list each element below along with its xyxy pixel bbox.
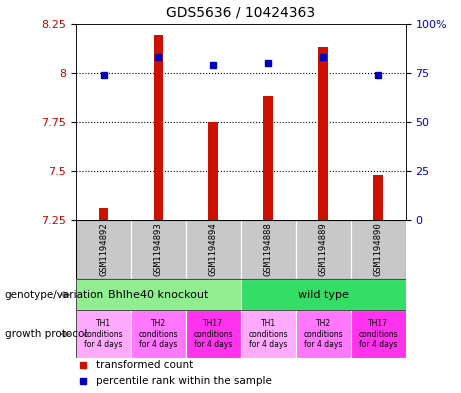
Bar bbox=[319, 47, 328, 220]
Text: GSM1194893: GSM1194893 bbox=[154, 223, 163, 276]
Text: transformed count: transformed count bbox=[96, 360, 193, 371]
Text: GSM1194892: GSM1194892 bbox=[99, 223, 108, 276]
Bar bbox=[76, 220, 131, 279]
Text: TH17
conditions
for 4 days: TH17 conditions for 4 days bbox=[194, 319, 233, 349]
Bar bbox=[131, 220, 186, 279]
Bar bbox=[241, 220, 296, 279]
Text: Bhlhe40 knockout: Bhlhe40 knockout bbox=[108, 290, 209, 300]
Text: percentile rank within the sample: percentile rank within the sample bbox=[96, 376, 272, 386]
Bar bbox=[241, 279, 406, 310]
Bar bbox=[351, 220, 406, 279]
Bar bbox=[186, 310, 241, 358]
Text: GSM1194888: GSM1194888 bbox=[264, 223, 273, 276]
Bar bbox=[76, 310, 131, 358]
Bar bbox=[154, 35, 163, 220]
Bar bbox=[296, 310, 351, 358]
Bar bbox=[99, 208, 108, 220]
Text: TH1
conditions
for 4 days: TH1 conditions for 4 days bbox=[84, 319, 124, 349]
Text: genotype/variation: genotype/variation bbox=[5, 290, 104, 300]
Text: TH17
conditions
for 4 days: TH17 conditions for 4 days bbox=[358, 319, 398, 349]
Bar bbox=[351, 310, 406, 358]
Text: GSM1194889: GSM1194889 bbox=[319, 223, 328, 276]
Bar bbox=[241, 310, 296, 358]
Bar bbox=[208, 122, 219, 220]
Bar bbox=[76, 279, 241, 310]
Bar bbox=[131, 310, 186, 358]
Text: growth protocol: growth protocol bbox=[5, 329, 87, 339]
Text: TH2
conditions
for 4 days: TH2 conditions for 4 days bbox=[139, 319, 178, 349]
Title: GDS5636 / 10424363: GDS5636 / 10424363 bbox=[166, 6, 315, 20]
Text: wild type: wild type bbox=[298, 290, 349, 300]
Bar bbox=[373, 175, 383, 220]
Bar bbox=[296, 220, 351, 279]
Text: GSM1194890: GSM1194890 bbox=[374, 223, 383, 276]
Text: GSM1194894: GSM1194894 bbox=[209, 223, 218, 276]
Bar bbox=[263, 96, 273, 220]
Text: TH1
conditions
for 4 days: TH1 conditions for 4 days bbox=[248, 319, 288, 349]
Text: TH2
conditions
for 4 days: TH2 conditions for 4 days bbox=[303, 319, 343, 349]
Bar bbox=[186, 220, 241, 279]
